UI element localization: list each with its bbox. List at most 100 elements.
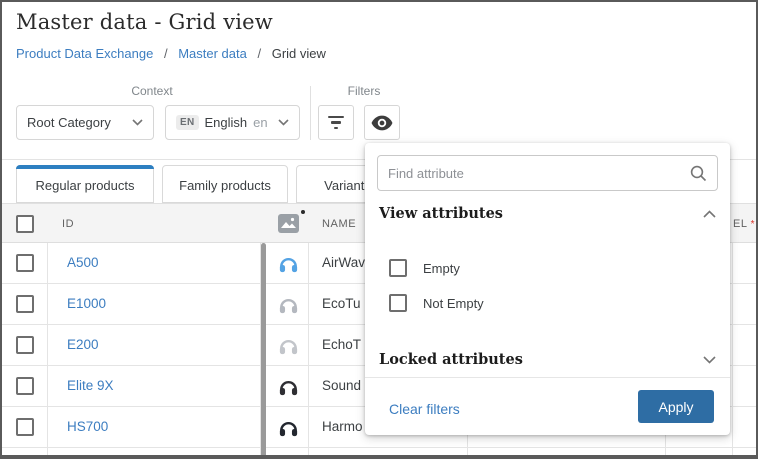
row-checkbox[interactable] [16, 336, 34, 354]
cell-border [47, 407, 48, 447]
view-attributes-popup: View attributes Empty Not Empty Locked a… [365, 143, 730, 435]
cell-border [260, 366, 261, 406]
cell-border [47, 284, 48, 324]
filter-icon [328, 115, 344, 130]
section-title: Locked attributes [379, 351, 523, 368]
breadcrumb-link-product-data-exchange[interactable]: Product Data Exchange [16, 46, 154, 61]
cell-border [260, 243, 261, 283]
language-code: en [253, 115, 268, 130]
page-title: Master data - Grid view [16, 10, 273, 34]
row-checkbox[interactable] [16, 377, 34, 395]
cell-border [260, 407, 261, 447]
cell-border [308, 284, 309, 324]
language-dropdown[interactable]: EN English en [165, 105, 300, 140]
cell-border [47, 448, 48, 455]
cell-border [260, 448, 261, 455]
row-id-link[interactable]: E200 [67, 337, 99, 352]
not-empty-checkbox[interactable] [389, 294, 407, 312]
row-image-cell [268, 448, 308, 455]
cell-border [308, 366, 309, 406]
breadcrumb-separator: / [163, 46, 168, 61]
filters-label: Filters [347, 84, 381, 98]
chevron-down-icon [278, 119, 289, 126]
cell-border [308, 243, 309, 283]
breadcrumb-link-master-data[interactable]: Master data [178, 46, 247, 61]
row-checkbox[interactable] [16, 295, 34, 313]
headphones-icon [279, 258, 297, 273]
option-label: Not Empty [423, 295, 484, 311]
headphones-icon [279, 381, 297, 396]
table-row [2, 448, 756, 455]
language-badge: EN [176, 115, 199, 130]
cell-border [665, 436, 666, 455]
chevron-down-icon[interactable] [703, 355, 716, 364]
row-name: Harmo [322, 419, 363, 434]
cell-border [732, 366, 733, 406]
attribute-search-input[interactable] [378, 165, 690, 181]
chevron-down-icon [132, 119, 143, 126]
headphones-icon [279, 299, 297, 314]
row-name: EchoT [322, 337, 362, 352]
section-divider [310, 86, 311, 140]
breadcrumb: Product Data Exchange / Master data / Gr… [16, 46, 326, 61]
cell-border [732, 243, 733, 283]
row-id-link[interactable]: E1000 [67, 296, 107, 311]
row-name: Sound [322, 378, 362, 393]
search-icon [690, 165, 707, 181]
language-name: English [204, 115, 248, 130]
filter-option-empty[interactable]: Empty [389, 259, 460, 277]
attribute-search[interactable] [377, 155, 718, 191]
cell-border [732, 436, 733, 455]
cell-border [260, 325, 261, 365]
row-image-cell [268, 284, 308, 325]
section-locked-attributes[interactable]: Locked attributes [379, 351, 716, 368]
cell-border [732, 407, 733, 447]
tab-label: Regular products [35, 177, 135, 193]
cell-border [308, 325, 309, 365]
row-id-link[interactable]: Elite 9X [67, 378, 114, 393]
cell-border [732, 284, 733, 324]
headphones-icon [279, 340, 297, 355]
headphones-icon [279, 422, 297, 437]
required-asterisk: * [750, 219, 756, 230]
row-checkbox[interactable] [16, 254, 34, 272]
category-dropdown[interactable]: Root Category [16, 105, 154, 140]
section-title: View attributes [379, 205, 503, 222]
frozen-pane-scrollbar[interactable] [261, 243, 266, 455]
image-column-marker [301, 210, 305, 214]
filter-button[interactable] [318, 105, 354, 140]
row-id-link[interactable]: A500 [67, 255, 99, 270]
clear-filters-link[interactable]: Clear filters [389, 401, 460, 417]
popup-footer-divider [365, 377, 730, 378]
cell-border [732, 325, 733, 365]
category-dropdown-value: Root Category [27, 115, 111, 130]
image-column-icon [278, 214, 299, 233]
row-image-cell [268, 407, 308, 448]
section-view-attributes[interactable]: View attributes [379, 205, 716, 222]
tab-regular-products[interactable]: Regular products [16, 165, 154, 203]
empty-checkbox[interactable] [389, 259, 407, 277]
tab-label: Family products [179, 177, 271, 193]
view-attributes-button[interactable] [364, 105, 400, 140]
context-label: Context [131, 84, 173, 98]
row-name: EcoTu [322, 296, 361, 311]
cell-border [308, 407, 309, 447]
cell-border [47, 243, 48, 283]
row-name: AirWav [322, 255, 365, 270]
tab-family-products[interactable]: Family products [162, 165, 288, 203]
apply-button[interactable]: Apply [638, 390, 714, 423]
cell-border [260, 284, 261, 324]
cell-border [47, 366, 48, 406]
column-header-id: ID [62, 218, 75, 230]
cell-border [467, 436, 468, 455]
eye-icon [371, 115, 393, 130]
cell-border [47, 325, 48, 365]
column-header-partial: EL * [733, 218, 756, 230]
select-all-checkbox[interactable] [16, 215, 34, 233]
breadcrumb-current: Grid view [271, 46, 326, 61]
filter-option-not-empty[interactable]: Not Empty [389, 294, 484, 312]
row-id-link[interactable]: HS700 [67, 419, 109, 434]
chevron-up-icon[interactable] [703, 209, 716, 218]
row-checkbox[interactable] [16, 418, 34, 436]
